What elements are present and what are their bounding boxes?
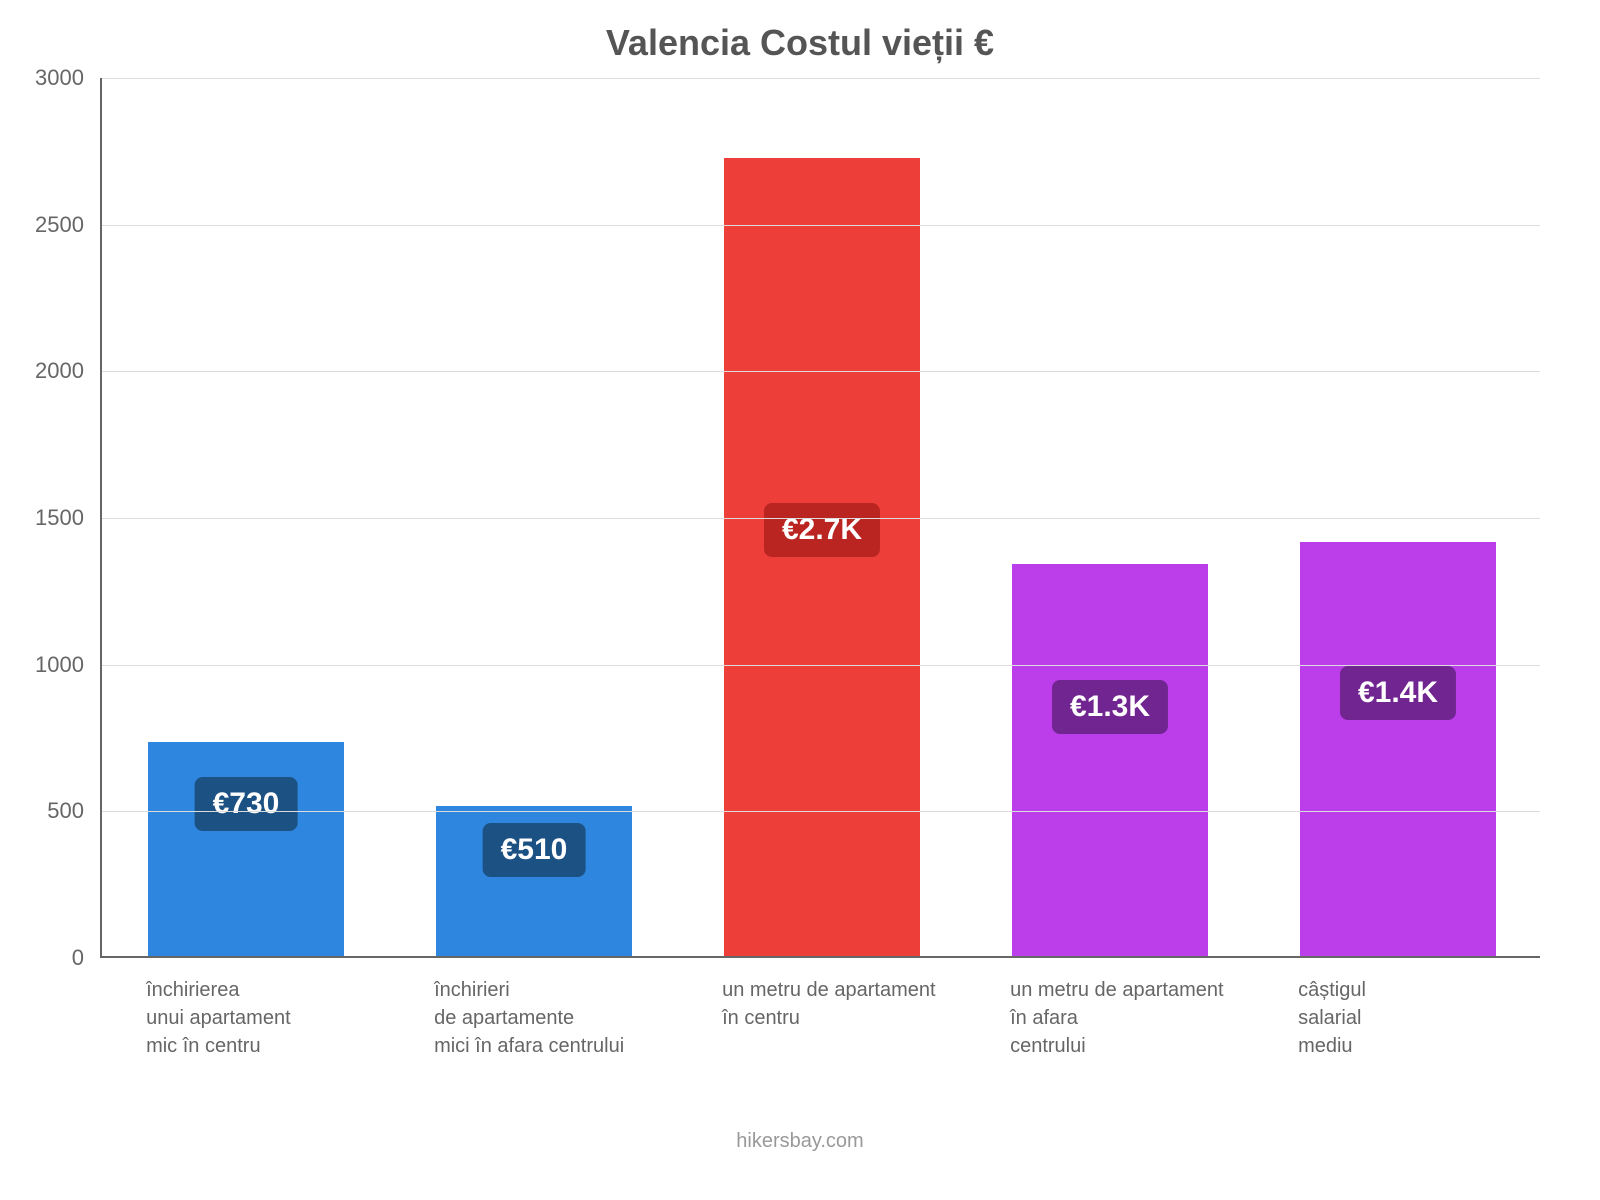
y-tick-label: 2500 bbox=[0, 212, 84, 238]
x-axis-label-line: un metru de apartament bbox=[722, 976, 935, 1004]
chart-container: Valencia Costul vieții € €730 €510 €2.7K €1… bbox=[0, 0, 1600, 1200]
grid-line bbox=[102, 225, 1540, 226]
bars-layer: €730 €510 €2.7K €1.3K €1.4K bbox=[102, 78, 1540, 956]
grid-line bbox=[102, 811, 1540, 812]
x-axis-label-line: mic în centru bbox=[146, 1032, 291, 1060]
x-axis-label: un metru de apartamentîn afaracentrului bbox=[1010, 976, 1223, 1060]
bar-value-label: €2.7K bbox=[764, 503, 880, 557]
y-tick-label: 1000 bbox=[0, 652, 84, 678]
y-tick-label: 3000 bbox=[0, 65, 84, 91]
x-axis-label-line: salarial bbox=[1298, 1004, 1366, 1032]
bar-value-label: €1.4K bbox=[1340, 666, 1456, 720]
x-axis-label-line: în centru bbox=[722, 1004, 935, 1032]
bar-value-label: €510 bbox=[483, 823, 586, 877]
bar-value-label: €1.3K bbox=[1052, 680, 1168, 734]
x-axis-label-line: mici în afara centrului bbox=[434, 1032, 624, 1060]
bar bbox=[148, 742, 344, 956]
x-axis-label-line: un metru de apartament bbox=[1010, 976, 1223, 1004]
x-axis-label: închirieride apartamentemici în afara ce… bbox=[434, 976, 624, 1060]
grid-line bbox=[102, 518, 1540, 519]
bar-value-label: €730 bbox=[195, 777, 298, 831]
chart-title: Valencia Costul vieții € bbox=[0, 22, 1600, 64]
x-axis-label: un metru de apartamentîn centru bbox=[722, 976, 935, 1032]
x-axis-label-line: închirieri bbox=[434, 976, 624, 1004]
grid-line bbox=[102, 665, 1540, 666]
x-axis-label-line: în afara bbox=[1010, 1004, 1223, 1032]
x-axis-label-line: închirierea bbox=[146, 976, 291, 1004]
y-tick-label: 1500 bbox=[0, 505, 84, 531]
x-axis-label: câștigulsalarialmediu bbox=[1298, 976, 1366, 1060]
bar bbox=[1300, 542, 1496, 956]
x-axis-label: închiriereaunui apartamentmic în centru bbox=[146, 976, 291, 1060]
y-tick-label: 2000 bbox=[0, 358, 84, 384]
plot-area: €730 €510 €2.7K €1.3K €1.4K bbox=[100, 78, 1540, 958]
y-tick-label: 0 bbox=[0, 945, 84, 971]
x-axis-label-line: unui apartament bbox=[146, 1004, 291, 1032]
bar bbox=[1012, 564, 1208, 956]
grid-line bbox=[102, 371, 1540, 372]
chart-footer: hikersbay.com bbox=[0, 1130, 1600, 1153]
x-axis-label-line: câștigul bbox=[1298, 976, 1366, 1004]
grid-line bbox=[102, 78, 1540, 79]
x-axis-label-line: centrului bbox=[1010, 1032, 1223, 1060]
bar bbox=[724, 158, 920, 956]
x-axis-label-line: de apartamente bbox=[434, 1004, 624, 1032]
y-tick-label: 500 bbox=[0, 798, 84, 824]
x-axis-label-line: mediu bbox=[1298, 1032, 1366, 1060]
